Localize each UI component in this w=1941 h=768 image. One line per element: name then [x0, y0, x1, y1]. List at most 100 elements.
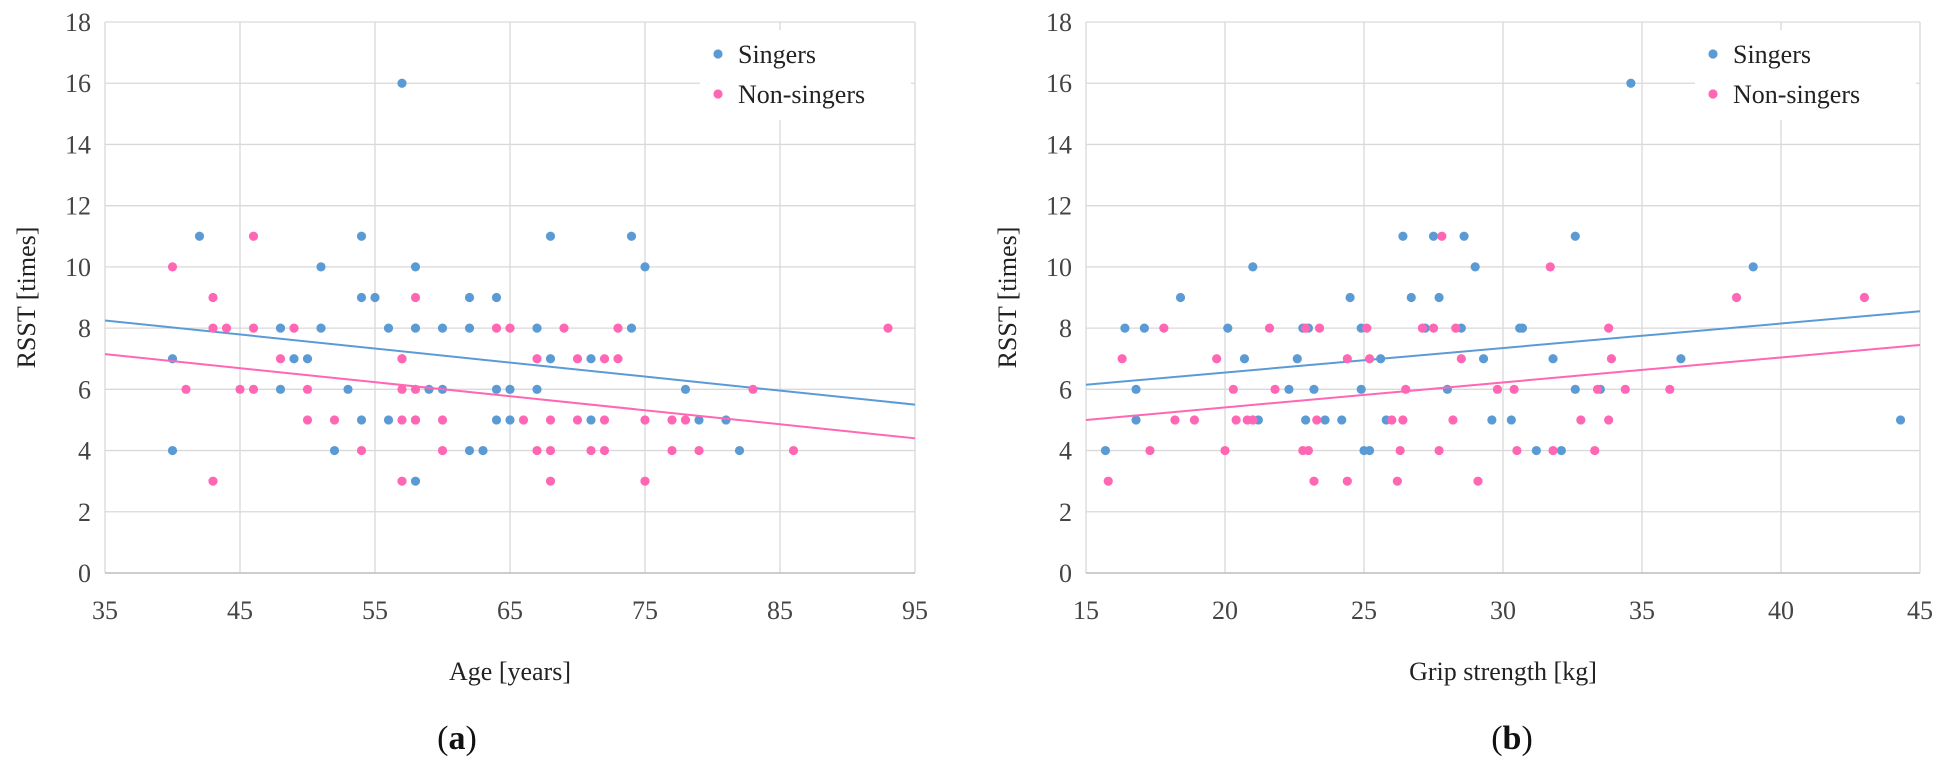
point-singers [424, 384, 434, 394]
y-tick-label: 18 [65, 8, 91, 37]
x-tick-label: 45 [227, 596, 253, 625]
point-non-singers [1731, 292, 1742, 303]
y-tick-label: 12 [1046, 192, 1072, 221]
x-tick-label: 55 [362, 596, 388, 625]
point-singers [1676, 354, 1686, 364]
point-singers [1139, 323, 1149, 333]
point-non-singers [1548, 445, 1558, 456]
legend-box [700, 30, 911, 120]
y-tick-label: 8 [1059, 314, 1072, 343]
y-tick-label: 2 [78, 498, 91, 527]
legend-label-non-singers: Non-singers [738, 80, 865, 109]
point-singers [356, 231, 367, 241]
y-tick-label: 12 [65, 192, 91, 221]
point-non-singers [545, 415, 556, 425]
point-non-singers [397, 476, 407, 486]
point-singers [491, 292, 502, 303]
point-non-singers [1303, 445, 1313, 456]
point-singers [316, 262, 326, 272]
y-tick-label: 16 [65, 69, 91, 98]
point-non-singers [599, 415, 610, 425]
point-singers [410, 323, 421, 333]
x-tick-label: 15 [1073, 596, 1099, 625]
point-non-singers [235, 384, 245, 394]
point-non-singers [275, 354, 286, 364]
point-non-singers [1859, 292, 1869, 303]
x-tick-label: 30 [1490, 596, 1516, 625]
point-non-singers [1398, 415, 1408, 425]
x-tick-label: 35 [92, 596, 118, 625]
point-non-singers [1434, 445, 1444, 456]
point-singers [1320, 415, 1330, 425]
point-singers [545, 231, 556, 241]
point-non-singers [248, 231, 259, 241]
point-non-singers [667, 415, 677, 425]
point-singers [1428, 231, 1439, 241]
point-non-singers [208, 323, 218, 333]
point-non-singers [1395, 445, 1405, 456]
point-singers [1506, 415, 1516, 425]
point-singers [370, 292, 380, 303]
point-singers [1100, 445, 1111, 456]
point-singers [1406, 292, 1416, 303]
point-non-singers [667, 445, 677, 456]
point-non-singers [1492, 384, 1503, 394]
point-non-singers [559, 323, 569, 333]
x-tick-label: 85 [767, 596, 793, 625]
point-non-singers [1362, 323, 1372, 333]
point-non-singers [1451, 323, 1461, 333]
point-singers [343, 384, 353, 394]
y-tick-label: 14 [1046, 130, 1072, 159]
point-singers [383, 323, 394, 333]
point-singers [1239, 354, 1250, 364]
point-non-singers [181, 384, 191, 394]
point-non-singers [883, 323, 893, 333]
scatter-chart-grip-strength: 0 2 4 6 8 10 12 14 16 18 15 20 25 30 35 40 45 Grip streng… [993, 8, 1933, 686]
point-singers [1517, 323, 1528, 333]
scatter-chart-age: 0 2 4 6 8 10 12 14 16 18 35 45 55 65 75 85 95 Age [years]… [12, 8, 928, 686]
point-singers [1309, 384, 1319, 394]
point-singers [1248, 262, 1258, 272]
point-non-singers [613, 323, 623, 333]
point-singers [410, 476, 421, 486]
point-non-singers [1270, 384, 1280, 394]
point-non-singers [1342, 476, 1352, 486]
point-singers [1120, 323, 1130, 333]
point-non-singers [572, 354, 583, 364]
y-tick-label: 10 [1046, 253, 1072, 282]
x-tick-label: 40 [1768, 596, 1794, 625]
point-singers [478, 445, 488, 456]
legend-marker-singers [713, 49, 723, 59]
point-singers [194, 231, 205, 241]
trendline-non-singers [1085, 343, 1921, 421]
point-non-singers [640, 476, 650, 486]
point-singers [464, 323, 475, 333]
point-non-singers [680, 415, 691, 425]
x-tick-label: 25 [1351, 596, 1377, 625]
point-singers [383, 415, 394, 425]
point-non-singers [437, 445, 448, 456]
point-non-singers [167, 262, 178, 272]
legend-marker-non-singers [1708, 89, 1718, 99]
point-non-singers [1309, 476, 1319, 486]
point-singers [356, 292, 367, 303]
point-non-singers [1545, 262, 1555, 272]
point-non-singers [1103, 476, 1113, 486]
point-singers [532, 323, 542, 333]
trendline-singers [1085, 310, 1921, 386]
point-singers [1548, 354, 1558, 364]
point-singers [1356, 384, 1366, 394]
point-non-singers [289, 323, 299, 333]
point-non-singers [1392, 476, 1402, 486]
point-non-singers [1117, 354, 1127, 364]
point-non-singers [1604, 415, 1614, 425]
point-non-singers [1620, 384, 1630, 394]
y-axis-title: RSST [times] [12, 227, 41, 369]
point-non-singers [1170, 415, 1180, 425]
point-non-singers [1364, 354, 1375, 364]
point-non-singers [1512, 445, 1522, 456]
point-non-singers [1189, 415, 1200, 425]
point-non-singers [208, 292, 218, 303]
point-singers [1470, 262, 1480, 272]
y-tick-label: 14 [65, 130, 91, 159]
